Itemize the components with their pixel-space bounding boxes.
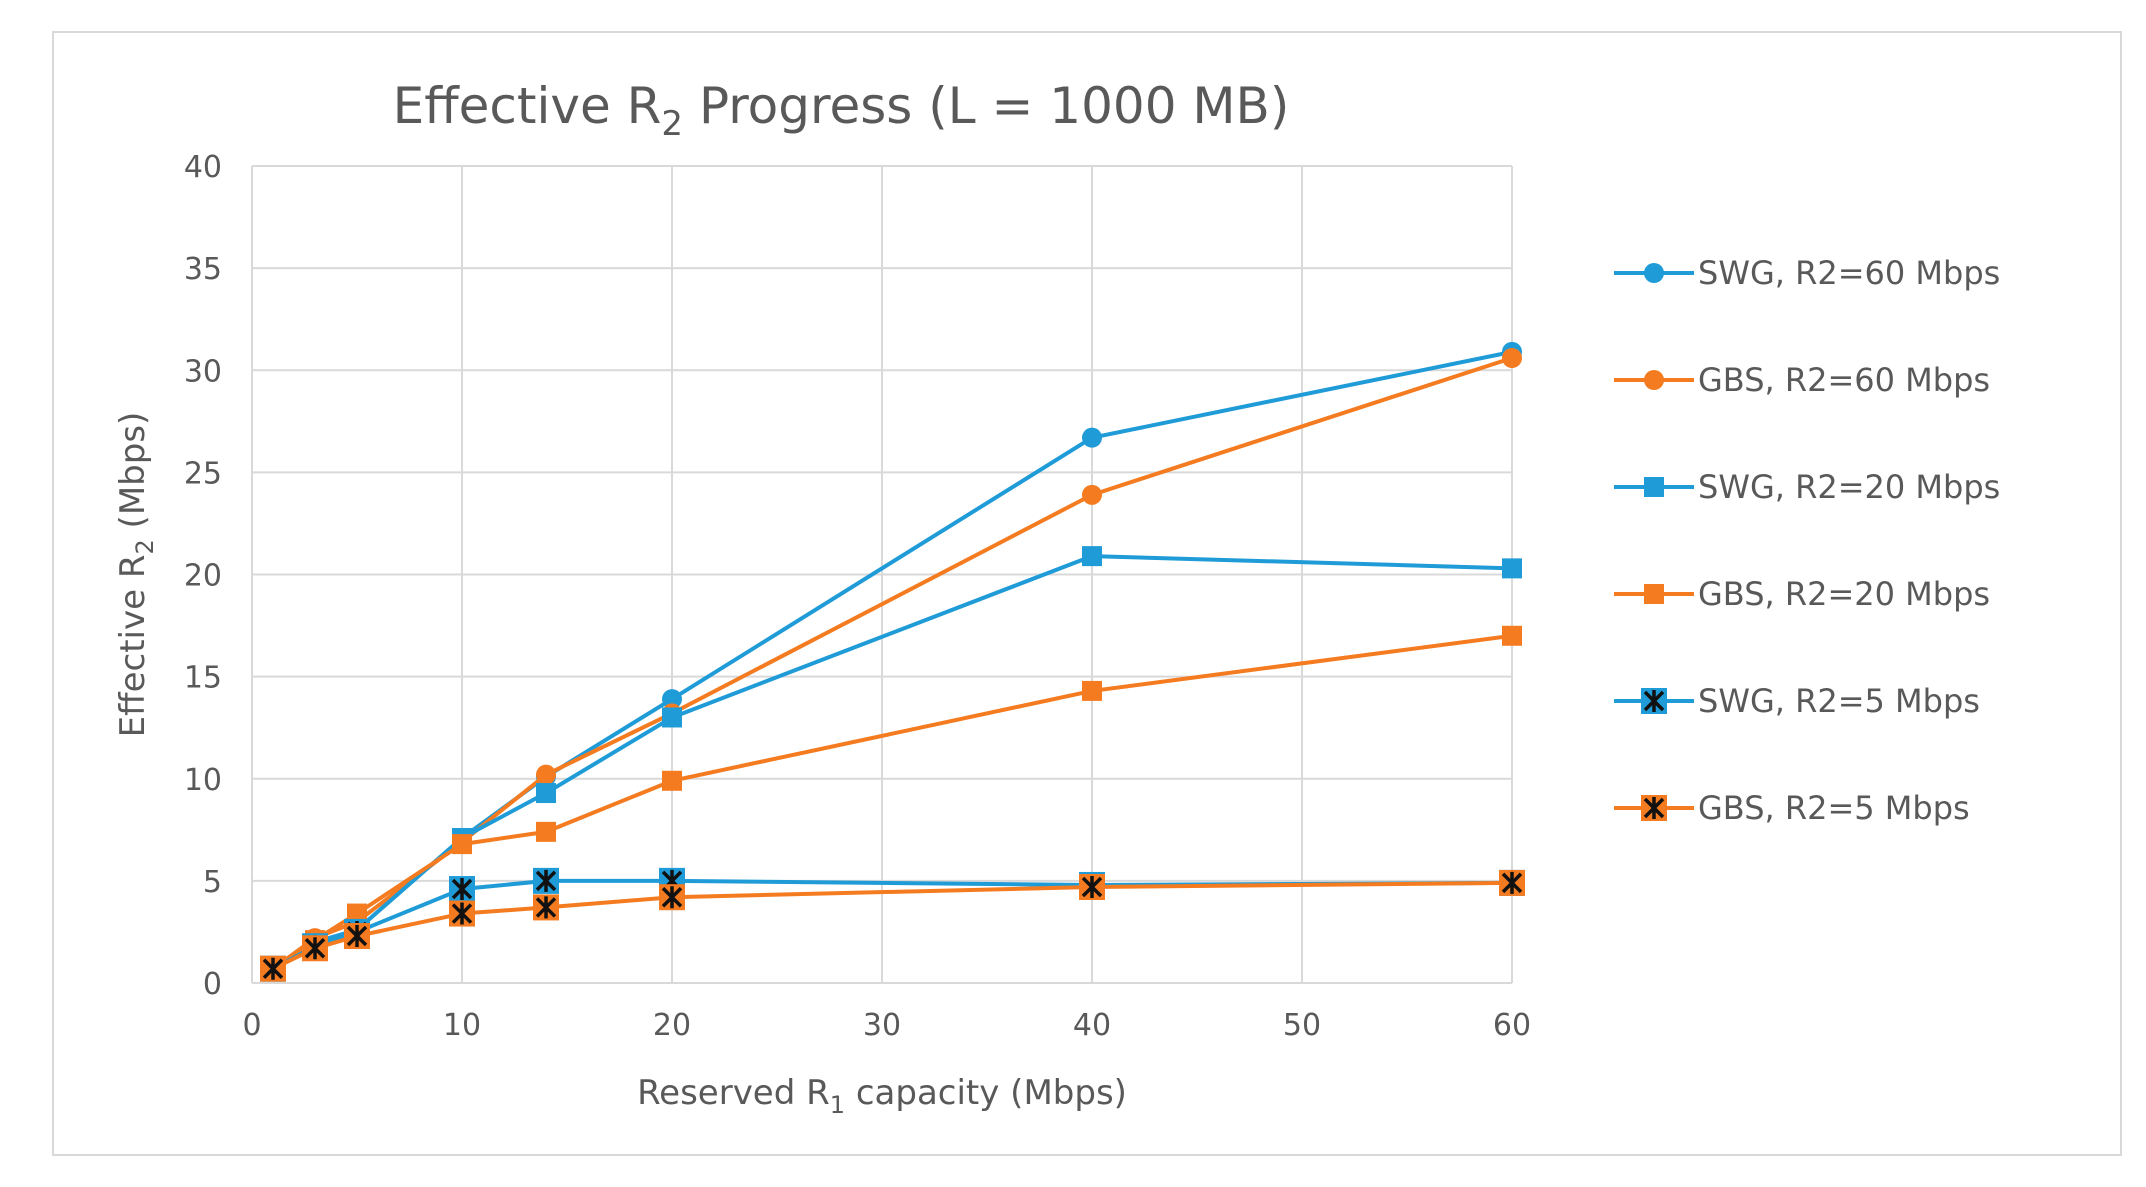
legend-marker xyxy=(1644,584,1664,604)
legend-label: GBS, R2=5 Mbps xyxy=(1698,789,1970,827)
legend-label: SWG, R2=20 Mbps xyxy=(1698,468,2000,506)
data-point xyxy=(1499,869,1525,896)
data-point xyxy=(1082,427,1102,448)
xlabel-subscript: 1 xyxy=(830,1091,845,1119)
data-point xyxy=(533,867,559,894)
x-tick-label: 30 xyxy=(863,1008,901,1043)
y-tick-label: 0 xyxy=(203,967,222,1002)
data-point xyxy=(452,834,472,855)
legend-item: GBS, R2=60 Mbps xyxy=(1614,361,1990,399)
y-tick-label: 40 xyxy=(184,150,222,185)
legend-marker xyxy=(1644,477,1664,497)
series-6 xyxy=(260,869,1525,982)
legend-item: GBS, R2=20 Mbps xyxy=(1614,575,1990,613)
data-point xyxy=(1502,625,1522,646)
data-point xyxy=(449,876,475,903)
x-tick-label: 50 xyxy=(1283,1008,1321,1043)
x-tick-label: 0 xyxy=(242,1008,261,1043)
y-tick-label: 30 xyxy=(184,354,222,389)
gridlines xyxy=(251,165,1513,984)
y-tick-label: 20 xyxy=(184,559,222,594)
data-point xyxy=(1082,546,1102,567)
legend-marker xyxy=(1641,688,1667,714)
y-tick-label: 35 xyxy=(184,252,222,287)
data-point xyxy=(662,707,682,728)
chart-title: Effective R2 Progress (L = 1000 MB) xyxy=(393,77,1290,144)
x-axis-title: Reserved R1 capacity (Mbps) xyxy=(637,1073,1127,1119)
data-point xyxy=(260,955,286,982)
data-point xyxy=(1502,347,1522,368)
legend-item: SWG, R2=20 Mbps xyxy=(1614,468,2000,506)
legend-marker xyxy=(1641,795,1667,821)
data-point xyxy=(449,900,475,927)
series-layer xyxy=(260,341,1525,982)
data-point xyxy=(536,783,556,804)
x-tick-label: 10 xyxy=(443,1008,481,1043)
x-tick-label: 40 xyxy=(1073,1008,1111,1043)
data-point xyxy=(533,894,559,921)
data-point xyxy=(659,884,685,911)
legend-marker xyxy=(1644,263,1664,283)
legend: SWG, R2=60 Mbps GBS, R2=60 Mbps SWG, R2=20… xyxy=(1614,254,2000,827)
data-point xyxy=(1082,484,1102,505)
y-tick-label: 5 xyxy=(203,865,222,900)
data-point xyxy=(1502,558,1522,579)
ylabel-subscript: 2 xyxy=(131,539,159,554)
data-point xyxy=(662,770,682,791)
y-axis-title: Effective R2 (Mbps) xyxy=(113,412,159,738)
legend-label: GBS, R2=20 Mbps xyxy=(1698,575,1990,613)
x-tick-label: 60 xyxy=(1493,1008,1531,1043)
y-tick-label: 25 xyxy=(184,456,222,491)
legend-label: SWG, R2=5 Mbps xyxy=(1698,682,1980,720)
chart-svg: Effective R2 Progress (L = 1000 MB) 0510… xyxy=(113,77,2000,1119)
legend-label: GBS, R2=60 Mbps xyxy=(1698,361,1990,399)
data-point xyxy=(536,821,556,842)
legend-item: SWG, R2=5 Mbps xyxy=(1614,682,1980,720)
legend-label: SWG, R2=60 Mbps xyxy=(1698,254,2000,292)
legend-item: GBS, R2=5 Mbps xyxy=(1614,789,1970,827)
data-point xyxy=(344,923,370,950)
chart-frame: Effective R2 Progress (L = 1000 MB) 0 5 10… xyxy=(52,31,2122,1156)
legend-marker xyxy=(1644,370,1664,390)
data-point xyxy=(1082,680,1102,701)
x-tick-label: 20 xyxy=(653,1008,691,1043)
data-point xyxy=(536,764,556,785)
y-tick-label: 10 xyxy=(184,763,222,798)
data-point xyxy=(1079,874,1105,901)
axis-ticks: 0 5 10 15 20 25 30 35 40 0 10 20 30 40 50 60 xyxy=(184,150,1531,1043)
data-point xyxy=(662,689,682,710)
data-point xyxy=(302,935,328,962)
title-subscript: 2 xyxy=(661,104,683,144)
data-point xyxy=(347,903,367,924)
legend-item: SWG, R2=60 Mbps xyxy=(1614,254,2000,292)
y-tick-label: 15 xyxy=(184,661,222,696)
